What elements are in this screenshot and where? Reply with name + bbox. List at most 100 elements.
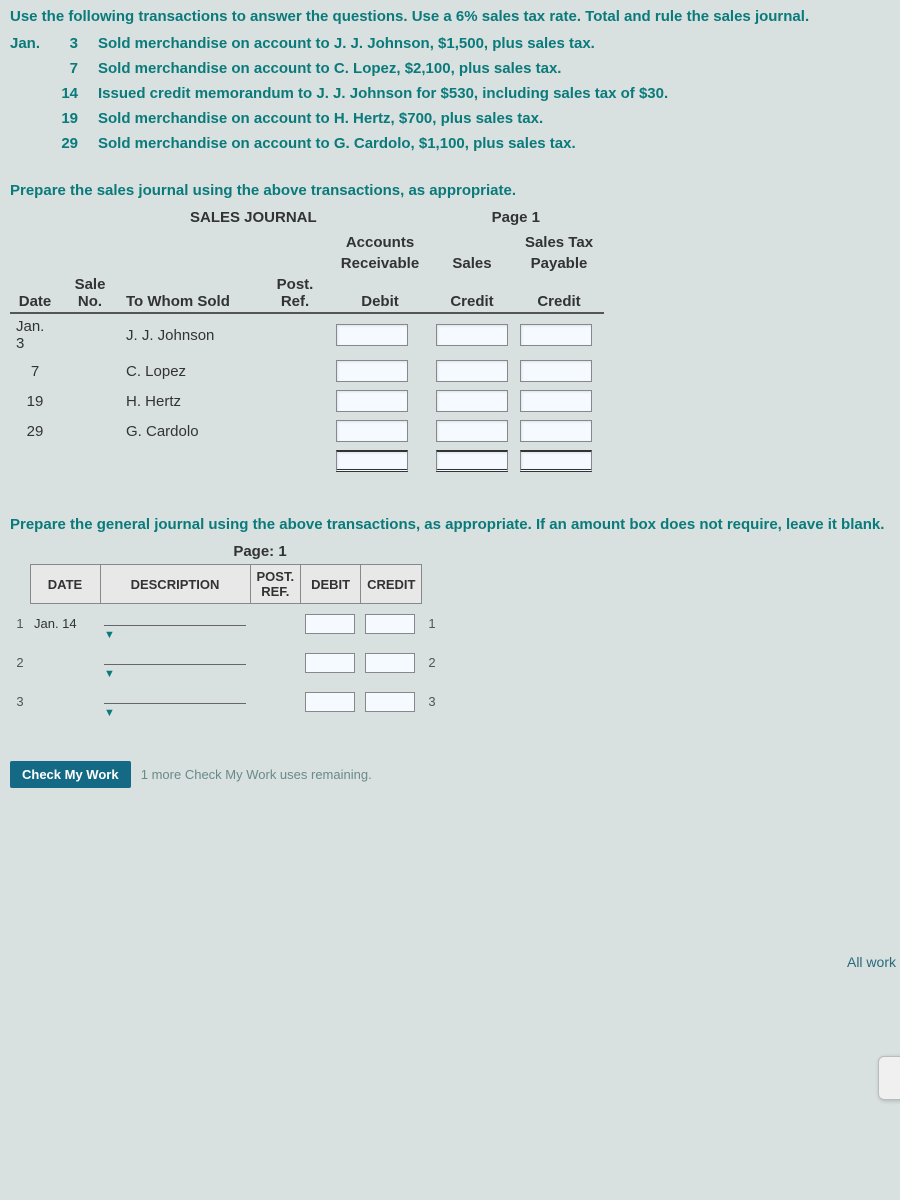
dropdown-icon[interactable]: ▼: [104, 629, 115, 641]
gj-rownum: 2: [10, 643, 30, 682]
input-sales-total[interactable]: [436, 450, 508, 472]
gj-row: 2 ▼ 2: [10, 643, 442, 682]
input-ar[interactable]: [336, 360, 408, 382]
transaction-row: 14 Issued credit memorandum to J. J. Joh…: [10, 85, 890, 102]
cell-whom: J. J. Johnson: [120, 313, 260, 356]
gj-debit-input[interactable]: [305, 653, 355, 673]
input-sales[interactable]: [436, 360, 508, 382]
tx-desc: Sold merchandise on account to G. Cardol…: [98, 135, 890, 152]
gj-date: Jan. 14: [30, 604, 100, 644]
input-tax[interactable]: [520, 390, 592, 412]
cell-date: Jan. 3: [10, 313, 60, 356]
sales-row: 19 H. Hertz: [10, 386, 604, 416]
th-blank: [60, 232, 120, 253]
gj-desc-input[interactable]: [104, 645, 246, 665]
th-whom: To Whom Sold: [120, 274, 260, 313]
cell-whom: H. Hertz: [120, 386, 260, 416]
gj-desc-input[interactable]: [104, 606, 246, 626]
main-content: Use the following transactions to answer…: [0, 0, 900, 796]
gj-credit-input[interactable]: [365, 653, 415, 673]
tx-day: 29: [48, 135, 78, 152]
sales-row: 7 C. Lopez: [10, 356, 604, 386]
tx-month: Jan.: [10, 35, 48, 52]
prepare-gj-text: Prepare the general journal using the ab…: [10, 516, 890, 533]
gj-th-debit: DEBIT: [301, 565, 361, 604]
cell-whom: C. Lopez: [120, 356, 260, 386]
th-sales-1: Sales: [430, 253, 514, 274]
sales-journal-title: SALES JOURNAL: [190, 209, 317, 226]
input-tax[interactable]: [520, 420, 592, 442]
prepare-sales-text: Prepare the sales journal using the abov…: [10, 182, 890, 199]
gj-rownum: 3: [10, 682, 30, 721]
th-post-ref: Post. Ref.: [260, 274, 330, 313]
gj-th-credit: CREDIT: [361, 565, 422, 604]
input-tax[interactable]: [520, 360, 592, 382]
th-ar-1: Accounts: [330, 232, 430, 253]
sales-journal-table: Accounts Sales Tax Receivable Sales Paya…: [10, 232, 604, 476]
gj-debit-input[interactable]: [305, 614, 355, 634]
th-tax-2: Payable: [514, 253, 604, 274]
input-tax-total[interactable]: [520, 450, 592, 472]
cell-date: 19: [10, 386, 60, 416]
cell-whom: G. Cardolo: [120, 416, 260, 446]
th-ar-2: Receivable: [330, 253, 430, 274]
input-ar[interactable]: [336, 390, 408, 412]
gj-page-label: Page: 1: [10, 543, 510, 560]
check-remaining-text: 1 more Check My Work uses remaining.: [141, 767, 372, 782]
input-ar-total[interactable]: [336, 450, 408, 472]
th-blank: [120, 232, 260, 253]
gj-th-desc: DESCRIPTION: [100, 565, 250, 604]
sales-row: 29 G. Cardolo: [10, 416, 604, 446]
transaction-list: Jan. 3 Sold merchandise on account to J.…: [10, 35, 890, 152]
th-tax-1: Sales Tax: [514, 232, 604, 253]
tx-desc: Sold merchandise on account to C. Lopez,…: [98, 60, 890, 77]
cell-date: 29: [10, 416, 60, 446]
dropdown-icon[interactable]: ▼: [104, 707, 115, 719]
gj-trail: 1: [422, 604, 442, 644]
tx-day: 7: [48, 60, 78, 77]
gj-th-post: POST. REF.: [250, 565, 301, 604]
tx-day: 14: [48, 85, 78, 102]
sales-journal-page: Page 1: [492, 209, 540, 226]
th-date: Date: [10, 274, 60, 313]
cell-date: 7: [10, 356, 60, 386]
sales-journal-titlebar: SALES JOURNAL Page 1: [10, 209, 730, 230]
sales-total-row: [10, 446, 604, 476]
tx-day: 19: [48, 110, 78, 127]
gj-debit-input[interactable]: [305, 692, 355, 712]
input-sales[interactable]: [436, 324, 508, 346]
side-tab-icon[interactable]: [878, 1056, 900, 1100]
th-blank: [260, 232, 330, 253]
th-blank: [10, 232, 60, 253]
tx-desc: Issued credit memorandum to J. J. Johnso…: [98, 85, 890, 102]
th-sale-no: Sale No.: [60, 274, 120, 313]
tx-day: 3: [48, 35, 78, 52]
gj-credit-input[interactable]: [365, 614, 415, 634]
input-ar[interactable]: [336, 324, 408, 346]
tx-desc: Sold merchandise on account to J. J. Joh…: [98, 35, 890, 52]
check-my-work-button[interactable]: Check My Work: [10, 761, 131, 788]
th-sales-2: Credit: [430, 274, 514, 313]
gj-rownum: 1: [10, 604, 30, 644]
input-tax[interactable]: [520, 324, 592, 346]
input-ar[interactable]: [336, 420, 408, 442]
tx-desc: Sold merchandise on account to H. Hertz,…: [98, 110, 890, 127]
transaction-row: 19 Sold merchandise on account to H. Her…: [10, 110, 890, 127]
gj-desc-input[interactable]: [104, 684, 246, 704]
sales-row: Jan. 3 J. J. Johnson: [10, 313, 604, 356]
dropdown-icon[interactable]: ▼: [104, 668, 115, 680]
gj-trail: 2: [422, 643, 442, 682]
input-sales[interactable]: [436, 420, 508, 442]
gj-credit-input[interactable]: [365, 692, 415, 712]
gj-trail: 3: [422, 682, 442, 721]
general-journal-section: Page: 1 DATE DESCRIPTION POST. REF. DEBI…: [10, 543, 890, 721]
instruction-text: Use the following transactions to answer…: [10, 8, 890, 25]
th-ar-3: Debit: [330, 274, 430, 313]
all-work-label: All work: [847, 954, 896, 970]
general-journal-table: DATE DESCRIPTION POST. REF. DEBIT CREDIT…: [10, 564, 442, 721]
gj-row: 1 Jan. 14 ▼ 1: [10, 604, 442, 644]
input-sales[interactable]: [436, 390, 508, 412]
transaction-row: 29 Sold merchandise on account to G. Car…: [10, 135, 890, 152]
transaction-row: 7 Sold merchandise on account to C. Lope…: [10, 60, 890, 77]
th-blank: [430, 232, 514, 253]
